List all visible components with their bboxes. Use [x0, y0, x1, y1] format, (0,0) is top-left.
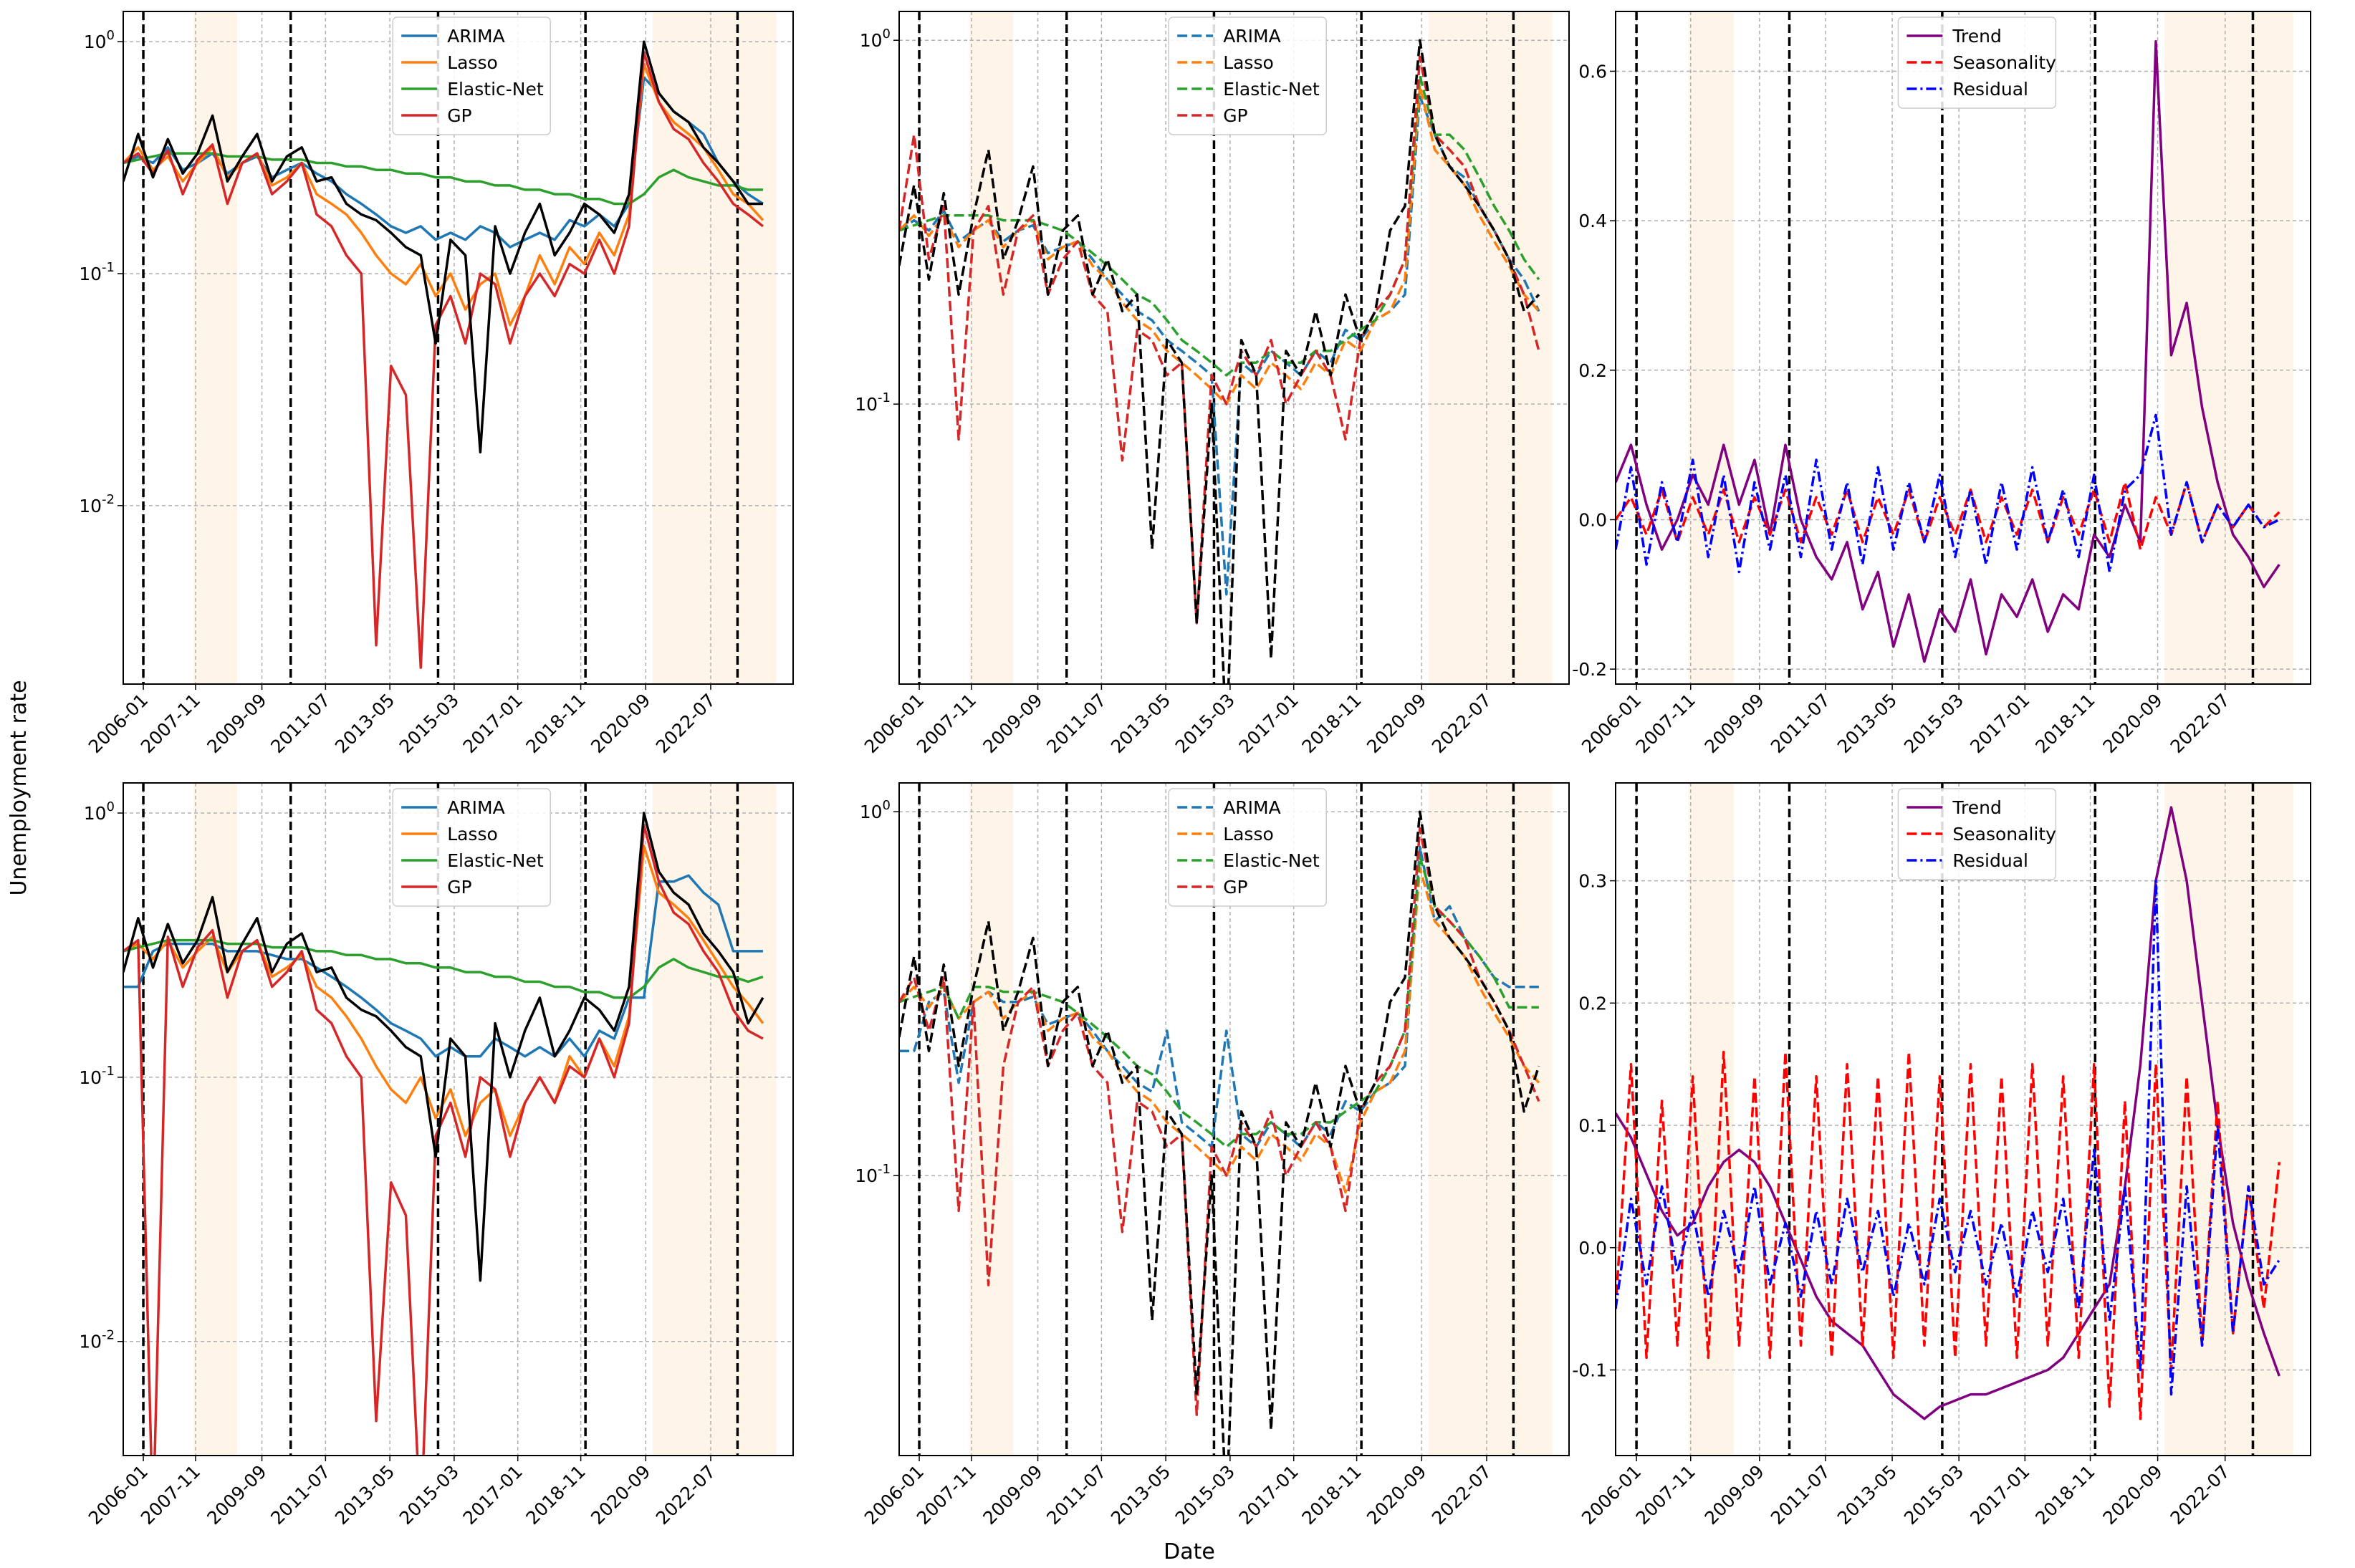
series-gp — [123, 51, 764, 669]
y-tick-label: 0.0 — [1578, 1238, 1607, 1259]
legend-box — [1168, 788, 1327, 907]
series-trend — [1616, 806, 2280, 1420]
y-tick-label: 100 — [860, 798, 891, 822]
legend-label-seasonality: Seasonality — [1952, 824, 2056, 845]
series-lasso — [899, 867, 1540, 1194]
x-axis-label: Date — [1164, 1539, 1215, 1564]
shaded-period — [2164, 783, 2293, 1456]
shaded-period — [2164, 11, 2293, 684]
legend-box — [392, 788, 551, 907]
legend: ARIMA Lasso Elastic-Net GP — [1168, 16, 1327, 135]
series-elastic-net — [123, 152, 763, 206]
y-tick-label: 10-1 — [79, 1064, 115, 1088]
shaded-period — [1688, 11, 1734, 684]
legend-label-gp: GP — [447, 105, 471, 126]
axes-frame — [123, 782, 794, 1456]
legend-label-gp: GP — [1223, 105, 1247, 126]
legend-label-trend: Trend — [1952, 797, 2001, 818]
y-tick-label: 0.2 — [1578, 993, 1607, 1014]
shaded-period — [652, 11, 777, 684]
shaded-period — [193, 783, 237, 1456]
series-elastic-net — [123, 938, 764, 999]
y-tick-label: 0.1 — [1578, 1115, 1607, 1136]
series-residual — [1616, 413, 2280, 574]
y-tick-label: -0.1 — [1572, 1360, 1607, 1380]
series-actual — [123, 40, 763, 453]
legend-label-gp: GP — [447, 877, 471, 898]
legend-box — [1168, 16, 1327, 135]
y-tick-label: -0.2 — [1572, 659, 1607, 680]
legend: ARIMA Lasso Elastic-Net GP — [392, 788, 551, 907]
series-gp — [123, 824, 764, 1456]
shaded-period — [1428, 783, 1553, 1456]
y-tick-label: 100 — [84, 799, 115, 824]
legend-label-arima: ARIMA — [447, 797, 505, 818]
series-actual — [899, 39, 1540, 684]
y-tick-label: 10-1 — [855, 390, 891, 415]
y-tick-label: 10-1 — [855, 1162, 891, 1186]
axes-frame — [898, 11, 1570, 685]
legend-box — [1897, 16, 2057, 109]
series-seasonality — [1616, 1050, 2281, 1420]
legend-label-elastic-net: Elastic-Net — [1223, 850, 1320, 871]
legend-label-trend: Trend — [1952, 26, 2001, 47]
axes-frame — [898, 782, 1570, 1456]
axes-frame — [1615, 11, 2311, 685]
legend-label-arima: ARIMA — [1223, 26, 1281, 47]
series-arima — [123, 874, 763, 1058]
legend: Trend Seasonality Residual — [1897, 16, 2057, 109]
y-tick-label: 0.4 — [1578, 211, 1607, 231]
legend-label-residual: Residual — [1952, 79, 2028, 100]
legend-box — [392, 16, 551, 135]
legend-label-lasso: Lasso — [447, 52, 498, 73]
series-gp — [899, 827, 1540, 1416]
series-lasso — [899, 84, 1540, 405]
legend-label-gp: GP — [1223, 877, 1247, 898]
legend-label-residual: Residual — [1952, 850, 2028, 871]
y-axis-label: Unemployment rate — [6, 680, 32, 895]
series-residual — [1616, 879, 2280, 1396]
legend-label-elastic-net: Elastic-Net — [447, 79, 544, 100]
shaded-period — [969, 11, 1013, 684]
y-tick-label: 0.3 — [1578, 871, 1607, 892]
legend-label-lasso: Lasso — [447, 824, 498, 845]
shaded-period — [1428, 11, 1553, 684]
axes-frame — [123, 11, 794, 685]
legend-box — [1897, 788, 2057, 880]
legend: Trend Seasonality Residual — [1897, 788, 2057, 880]
y-tick-label: 0.6 — [1578, 61, 1607, 82]
y-tick-label: 0.2 — [1578, 360, 1607, 381]
y-tick-label: 100 — [84, 28, 115, 52]
legend-label-arima: ARIMA — [447, 26, 505, 47]
series-gp — [899, 55, 1540, 625]
series-trend — [1616, 39, 2280, 663]
legend: ARIMA Lasso Elastic-Net GP — [392, 16, 551, 135]
shaded-period — [193, 11, 237, 684]
legend-label-arima: ARIMA — [1223, 797, 1281, 818]
legend-label-seasonality: Seasonality — [1952, 52, 2056, 73]
y-tick-label: 10-2 — [79, 492, 115, 516]
y-tick-label: 10-2 — [79, 1328, 115, 1352]
series-actual — [899, 810, 1540, 1456]
shaded-period — [652, 783, 777, 1456]
y-tick-label: 0.0 — [1578, 509, 1607, 530]
legend-label-lasso: Lasso — [1223, 824, 1274, 845]
legend-label-lasso: Lasso — [1223, 52, 1274, 73]
y-tick-label: 100 — [860, 27, 891, 51]
y-tick-label: 10-1 — [79, 260, 115, 284]
legend-label-elastic-net: Elastic-Net — [447, 850, 544, 871]
axes-frame — [1615, 782, 2311, 1456]
shaded-period — [969, 783, 1013, 1456]
legend: ARIMA Lasso Elastic-Net GP — [1168, 788, 1327, 907]
series-seasonality — [1616, 481, 2280, 551]
legend-label-elastic-net: Elastic-Net — [1223, 79, 1320, 100]
series-actual — [123, 812, 764, 1282]
